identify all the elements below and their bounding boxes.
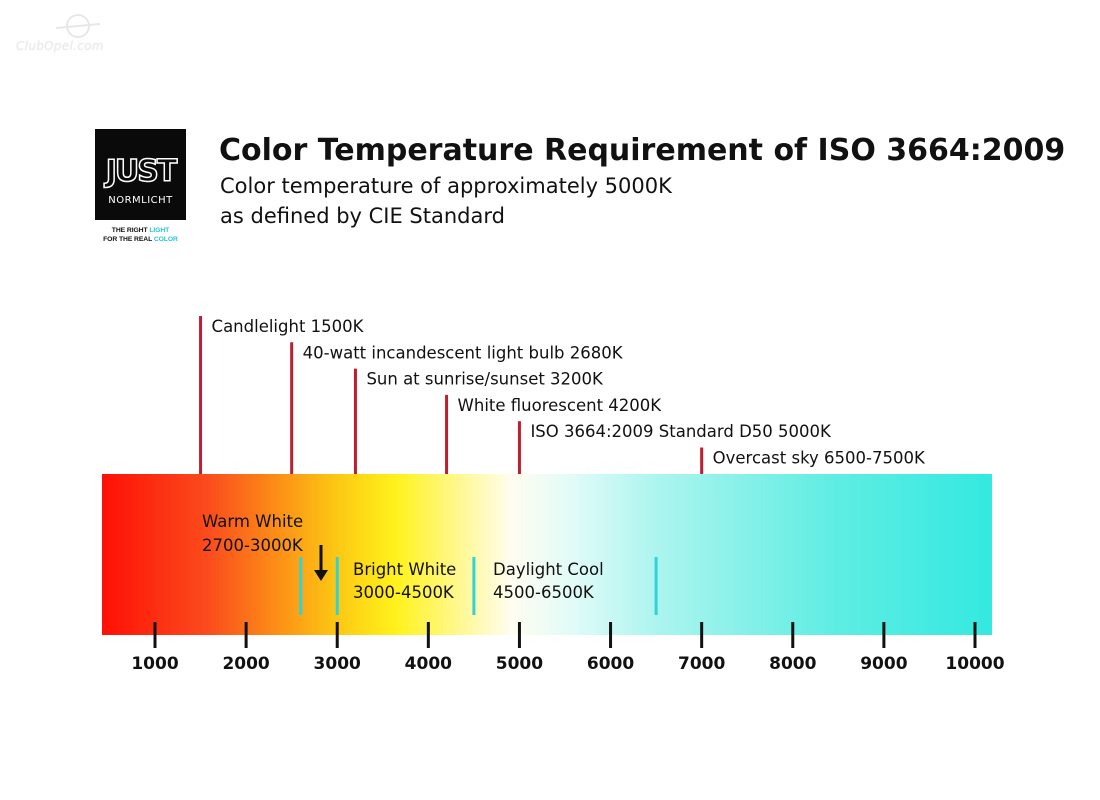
axis-tick-label: 10000 <box>945 654 1004 674</box>
tagline-accent: LIGHT <box>149 227 170 234</box>
axis-tick-label: 3000 <box>314 654 361 674</box>
watermark-emblem-icon <box>55 14 101 38</box>
down-arrow-head-icon <box>314 570 328 581</box>
just-normlicht-logo: JUST NORMLICHT <box>95 129 186 220</box>
axis-tick-label: 8000 <box>769 654 816 674</box>
axis-tick-label: 7000 <box>678 654 725 674</box>
reference-marker-label: Candlelight 1500K <box>212 317 365 336</box>
axis-tick-label: 9000 <box>860 654 907 674</box>
axis-tick-label: 6000 <box>587 654 634 674</box>
reference-marker-label: ISO 3664:2009 Standard D50 5000K <box>530 422 832 441</box>
range-name-label: Warm White <box>202 512 303 531</box>
page-title: Color Temperature Requirement of ISO 366… <box>219 133 1066 168</box>
tagline-accent: COLOR <box>153 236 178 243</box>
range-name-label: Daylight Cool <box>493 560 604 579</box>
logo-subbrand: NORMLICHT <box>108 195 173 206</box>
logo-brand: JUST <box>105 154 178 189</box>
reference-marker-label: Overcast sky 6500-7500K <box>713 449 926 468</box>
axis-tick-label: 5000 <box>496 654 543 674</box>
page-subtitle: Color temperature of approximately 5000K… <box>220 171 672 231</box>
reference-markers: Candlelight 1500K 40-watt incandescent li… <box>199 316 926 474</box>
range-name-label: Bright White <box>353 560 456 579</box>
temperature-gradient-band <box>102 474 992 635</box>
range-value-label: 2700-3000K <box>202 536 304 555</box>
watermark-logo: ClubOpel.com <box>16 12 126 57</box>
range-value-label: 4500-6500K <box>493 583 595 602</box>
reference-marker-label: White fluorescent 4200K <box>458 396 663 415</box>
logo-tagline: THE RIGHT LIGHT FOR THE REAL COLOR <box>95 226 186 244</box>
subtitle-line: Color temperature of approximately 5000K <box>220 174 672 198</box>
axis-tick-label: 2000 <box>222 654 269 674</box>
tagline-text: THE RIGHT <box>111 227 150 234</box>
tagline-text: FOR THE REAL <box>103 236 154 243</box>
axis-tick-label: 1000 <box>131 654 178 674</box>
watermark-text: ClubOpel.com <box>16 39 104 53</box>
reference-marker-label: 40-watt incandescent light bulb 2680K <box>303 343 624 362</box>
range-value-label: 3000-4500K <box>353 583 455 602</box>
range-overlays: Warm White 2700-3000K Bright White 3000-450… <box>202 512 658 615</box>
subtitle-line: as defined by CIE Standard <box>220 204 505 228</box>
axis-tick-label: 4000 <box>405 654 452 674</box>
reference-marker-label: Sun at sunrise/sunset 3200K <box>366 370 604 389</box>
temperature-axis: 1000 2000 3000 4000 5000 6000 7000 8000 9000 1000… <box>131 622 1005 674</box>
